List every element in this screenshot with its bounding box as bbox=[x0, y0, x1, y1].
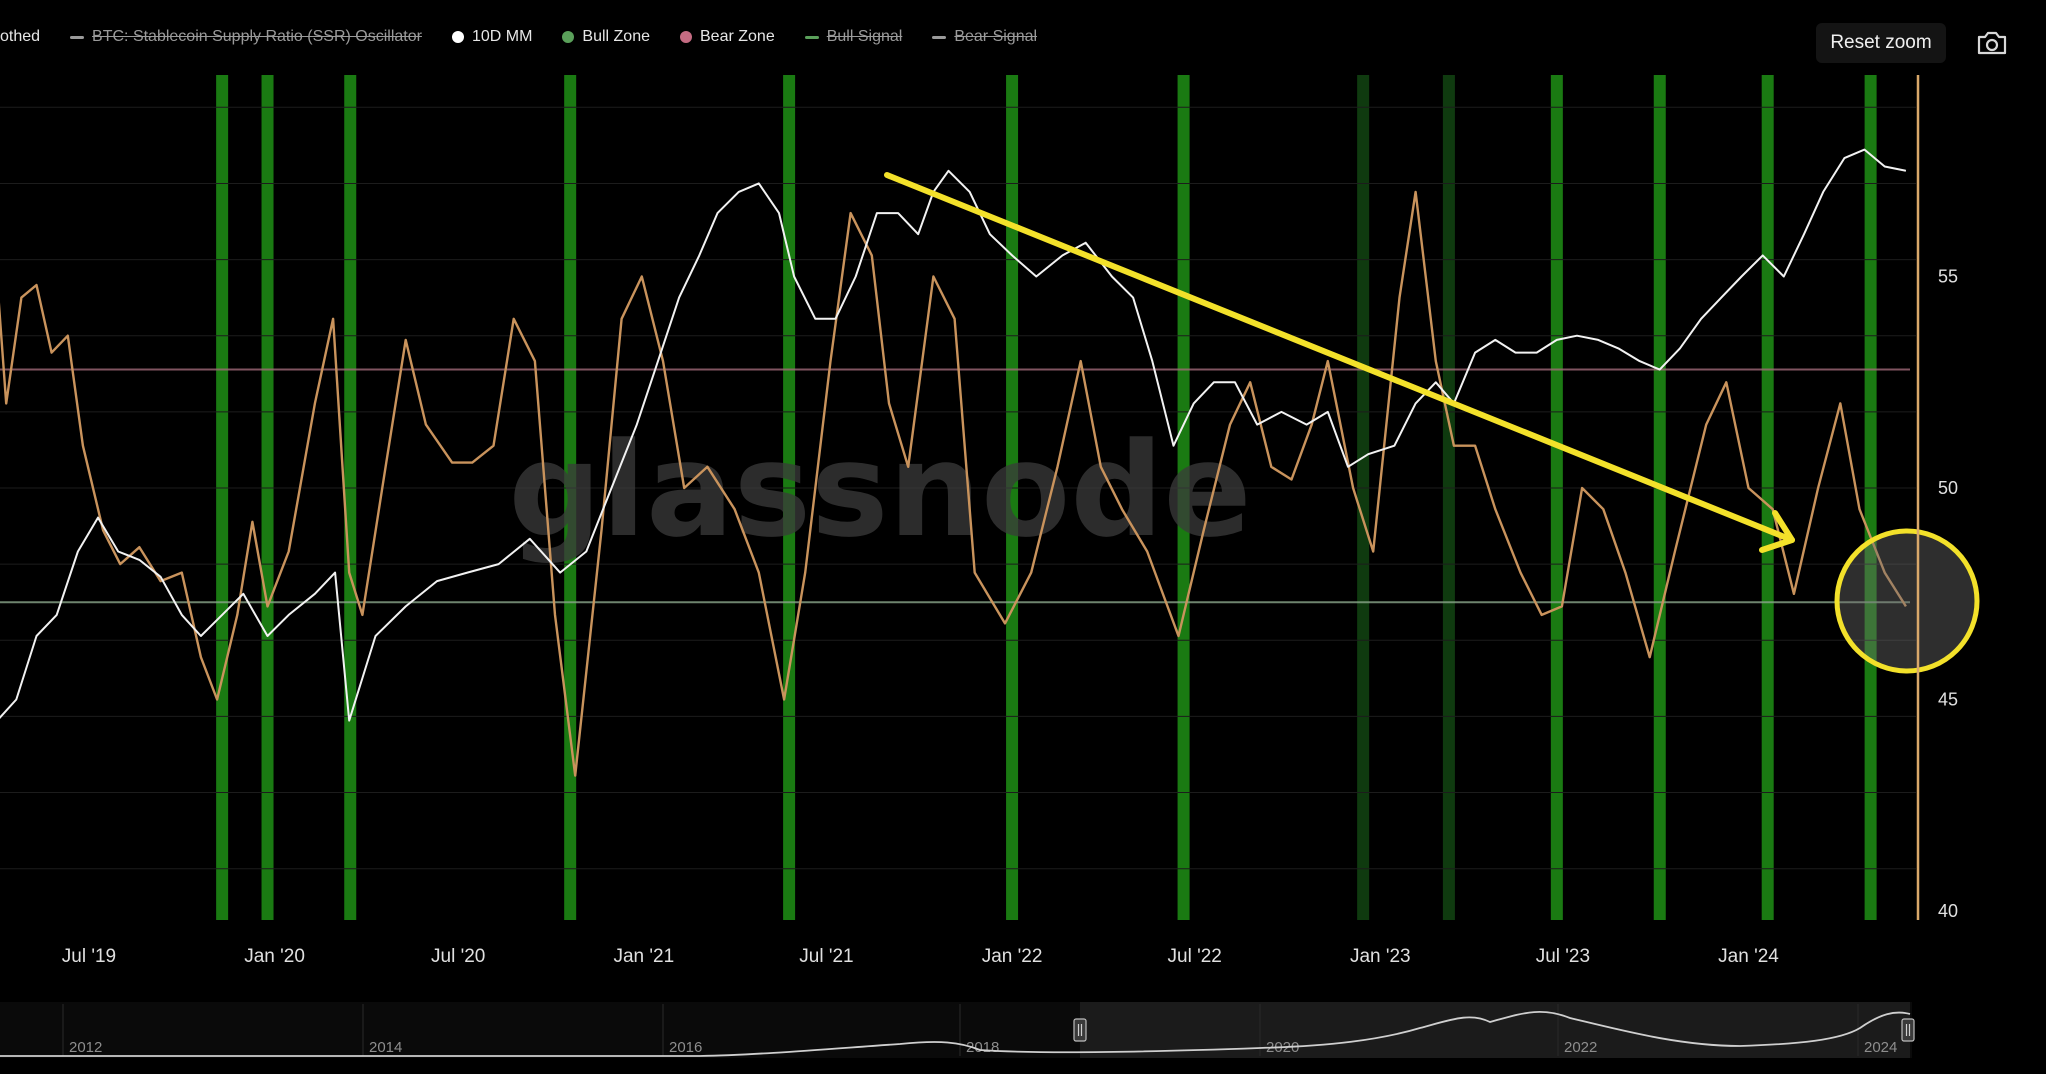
bull-signal-bar bbox=[344, 75, 357, 920]
camera-icon[interactable] bbox=[1974, 28, 2010, 58]
legend-item[interactable]: Bear Zone bbox=[680, 28, 775, 46]
legend-marker bbox=[70, 35, 85, 39]
legend-marker bbox=[451, 31, 464, 43]
x-tick-label: Jul '20 bbox=[431, 946, 485, 967]
y-tick-label: 40 bbox=[1938, 901, 1958, 921]
legend-label: Bear Zone bbox=[700, 28, 775, 45]
legend-marker bbox=[680, 31, 692, 43]
navigator-year-label: 2022 bbox=[1564, 1039, 1597, 1056]
chart-legend: othed BTC: Stablecoin Supply Ratio (SSR) … bbox=[0, 22, 1067, 52]
bull-signal-bar bbox=[1761, 75, 1774, 920]
grid-lines bbox=[0, 106, 1916, 870]
y-tick-label: 55 bbox=[1938, 267, 1958, 287]
x-tick-label: Jul '22 bbox=[1168, 946, 1222, 967]
legend-item[interactable]: Bull Signal bbox=[804, 28, 903, 46]
bull-signal-bar bbox=[1357, 75, 1370, 920]
legend-item[interactable]: Bull Zone bbox=[562, 28, 650, 46]
navigator-handle[interactable] bbox=[1901, 1018, 1915, 1042]
legend-marker bbox=[562, 31, 575, 43]
y-tick-label: 45 bbox=[1938, 690, 1958, 710]
bull-signal-bar bbox=[783, 75, 796, 920]
navigator-year-label: 2012 bbox=[69, 1039, 102, 1056]
legend-label: 10D MM bbox=[471, 28, 533, 45]
navigator-year-label: 2016 bbox=[669, 1039, 702, 1056]
legend-item[interactable]: Bear Signal bbox=[932, 28, 1037, 46]
x-tick-label: Jul '21 bbox=[799, 946, 853, 967]
x-tick-label: Jan '23 bbox=[1350, 946, 1411, 967]
bull-signal-bar bbox=[1442, 75, 1455, 920]
navigator-price-path bbox=[0, 1011, 1911, 1057]
legend-label: Bull Zone bbox=[582, 28, 650, 45]
bull-signal-bar bbox=[1177, 75, 1190, 920]
series-lines bbox=[0, 148, 1907, 777]
navigator-year-label: 2014 bbox=[369, 1039, 402, 1056]
bull-signal-bars bbox=[216, 75, 1877, 920]
x-tick-label: Jan '21 bbox=[613, 946, 674, 967]
x-tick-label: Jan '24 bbox=[1718, 946, 1779, 967]
legend-label: Bear Signal bbox=[954, 28, 1038, 45]
bull-signal-bar bbox=[1550, 75, 1563, 920]
x-tick-label: Jan '22 bbox=[982, 946, 1043, 967]
bull-signal-bar bbox=[1864, 75, 1877, 920]
watermark: glassnode bbox=[508, 414, 1251, 566]
bull-signal-bar bbox=[1006, 75, 1019, 920]
legend-item[interactable]: BTC: Stablecoin Supply Ratio (SSR) Oscil… bbox=[70, 28, 422, 46]
legend-marker bbox=[804, 35, 819, 39]
trend-arrow-shaft bbox=[884, 172, 1795, 543]
navigator-year-label: 2018 bbox=[966, 1039, 999, 1056]
highlight-circle bbox=[1834, 528, 1980, 674]
legend-item[interactable]: othed bbox=[0, 28, 40, 46]
oscillator-smoothed-line bbox=[0, 190, 1907, 777]
x-tick-label: Jul '19 bbox=[62, 946, 116, 967]
y-axis-labels: 40 45 50 55 bbox=[1938, 267, 1958, 922]
bull-signal-bar bbox=[1653, 75, 1666, 920]
x-tick-label: Jan '20 bbox=[244, 946, 305, 967]
navigator-handle[interactable] bbox=[1073, 1018, 1087, 1042]
y-tick-label: 50 bbox=[1938, 478, 1958, 498]
bull-signal-bar bbox=[216, 75, 229, 920]
overview-navigator: 2012 2014 2016 2018 2020 2022 2024 bbox=[0, 1002, 1915, 1058]
x-tick-label: Jul '23 bbox=[1536, 946, 1590, 967]
annotations bbox=[884, 172, 1980, 674]
reset-zoom-button[interactable]: Reset zoom bbox=[1816, 23, 1946, 63]
x-axis-labels: Jul '19 Jan '20 Jul '20 Jan '21 Jul '21 Jan '… bbox=[62, 946, 1779, 967]
trend-arrow-head bbox=[1759, 510, 1795, 553]
bull-signal-bar bbox=[261, 75, 274, 920]
legend-item[interactable]: 10D MM bbox=[451, 28, 533, 46]
ten-day-mm-line bbox=[0, 148, 1907, 722]
legend-label: BTC: Stablecoin Supply Ratio (SSR) Oscil… bbox=[92, 28, 422, 45]
legend-label: othed bbox=[0, 28, 41, 45]
legend-marker bbox=[932, 35, 947, 39]
legend-label: Bull Signal bbox=[826, 28, 903, 45]
navigator-year-label: 2024 bbox=[1864, 1039, 1897, 1056]
